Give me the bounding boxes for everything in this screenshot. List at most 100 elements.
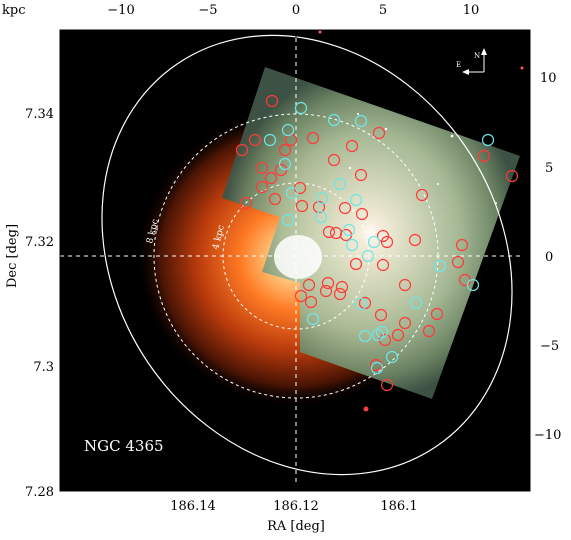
cyan-cluster-marker <box>375 325 389 339</box>
red-cluster-marker <box>505 169 519 183</box>
red-cluster-marker <box>322 225 336 239</box>
y-axis-label: Dec [deg] <box>5 224 20 288</box>
tick-marks <box>60 30 530 491</box>
cyan-cluster-marker <box>385 350 399 364</box>
cyan-cluster-marker <box>333 177 347 191</box>
x-tick-label: 186.12 <box>273 499 319 514</box>
red-cluster-marker <box>338 201 352 215</box>
red-cluster-marker <box>477 149 491 163</box>
galaxy-core <box>274 235 322 279</box>
top-axis-unit: kpc <box>2 3 25 18</box>
cyan-cluster-marker <box>354 297 368 311</box>
x-axis-label: RA [deg] <box>267 519 325 534</box>
cyan-cluster-marker <box>281 123 295 137</box>
cyan-cluster-marker <box>371 328 385 342</box>
red-cluster-marker <box>398 278 412 292</box>
cyan-cluster-marker <box>285 186 299 200</box>
red-cluster-marker <box>235 143 249 157</box>
red-cluster-marker <box>455 238 469 252</box>
red-cluster-marker <box>398 316 412 330</box>
red-cluster-marker <box>327 153 341 167</box>
cyan-cluster-marker <box>306 312 320 326</box>
red-cluster-marker <box>278 143 292 157</box>
right-tick-label: −5 <box>540 339 559 354</box>
cyan-cluster-marker <box>409 296 423 310</box>
cyan-cluster-marker <box>349 193 363 207</box>
red-cluster-marker <box>380 378 394 392</box>
cyan-cluster-marker <box>354 114 368 128</box>
red-cluster-marker <box>295 199 309 213</box>
red-cluster-marker <box>274 163 288 177</box>
red-cluster-marker <box>268 192 282 206</box>
red-cluster-marker <box>294 289 308 303</box>
right-tick-label: 0 <box>545 250 553 265</box>
x-tick-label: 186.14 <box>170 499 216 514</box>
y-tick-label: 7.34 <box>25 107 54 122</box>
cyan-cluster-marker <box>466 278 480 292</box>
outer-ellipse <box>101 34 513 476</box>
red-cluster-marker <box>374 308 388 322</box>
red-cluster-marker <box>255 180 269 194</box>
red-cluster-marker <box>265 94 279 108</box>
top-tick-label: −10 <box>107 3 134 18</box>
cyan-cluster-markers <box>263 101 495 375</box>
cyan-cluster-marker <box>342 223 356 237</box>
top-tick-label: −5 <box>198 3 217 18</box>
red-cluster-marker <box>422 324 436 338</box>
cyan-cluster-marker <box>263 133 277 147</box>
cyan-cluster-marker <box>481 133 495 147</box>
cyan-cluster-marker <box>361 249 375 263</box>
red-cluster-marker <box>255 161 269 175</box>
cyan-cluster-marker <box>327 113 341 127</box>
red-cluster-marker <box>304 295 318 309</box>
red-cluster-marker <box>306 131 320 145</box>
red-cluster-marker <box>319 284 333 298</box>
red-cluster-marker <box>349 257 363 271</box>
y-tick-label: 7.28 <box>25 485 54 500</box>
red-cluster-marker <box>376 258 390 272</box>
red-cluster-marker <box>321 276 335 290</box>
red-cluster-marker <box>451 255 465 269</box>
red-cluster-marker <box>345 139 359 153</box>
compass <box>462 48 487 75</box>
cyan-cluster-marker <box>314 210 328 224</box>
right-tick-label: 5 <box>545 161 553 176</box>
x-tick-label: 186.1 <box>380 499 417 514</box>
top-tick-label: 5 <box>379 3 387 18</box>
object-label: NGC 4365 <box>84 437 164 455</box>
cyan-cluster-marker <box>367 235 381 249</box>
compass-east-label: E <box>456 61 461 69</box>
cyan-cluster-marker <box>294 101 308 115</box>
red-cluster-marker <box>355 207 369 221</box>
top-tick-label: 10 <box>463 3 480 18</box>
field-stars <box>318 30 524 412</box>
red-cluster-marker <box>408 233 422 247</box>
plot-frame <box>59 29 531 492</box>
y-tick-label: 7.32 <box>25 235 54 250</box>
red-cluster-marker <box>376 229 390 243</box>
cyan-cluster-marker <box>345 238 359 252</box>
cyan-cluster-marker <box>281 213 295 227</box>
red-cluster-marker <box>335 280 349 294</box>
red-cluster-marker <box>333 287 347 301</box>
red-cluster-marker <box>380 235 394 249</box>
cyan-cluster-marker <box>278 157 292 171</box>
cyan-cluster-marker <box>315 191 329 205</box>
red-cluster-marker <box>248 133 262 147</box>
cyan-cluster-marker <box>370 361 384 375</box>
red-cluster-marker <box>264 171 278 185</box>
compass-north-label: N <box>474 52 480 60</box>
red-cluster-marker <box>354 168 368 182</box>
red-cluster-marker <box>430 307 444 321</box>
y-tick-label: 7.3 <box>33 360 54 375</box>
red-cluster-marker <box>415 188 429 202</box>
top-tick-label: 0 <box>292 3 300 18</box>
cyan-cluster-marker <box>433 259 447 273</box>
red-cluster-marker <box>239 196 253 210</box>
right-tick-label: −10 <box>534 428 561 443</box>
red-cluster-marker <box>391 328 405 342</box>
red-cluster-marker <box>372 126 386 140</box>
right-tick-label: 10 <box>540 71 557 86</box>
